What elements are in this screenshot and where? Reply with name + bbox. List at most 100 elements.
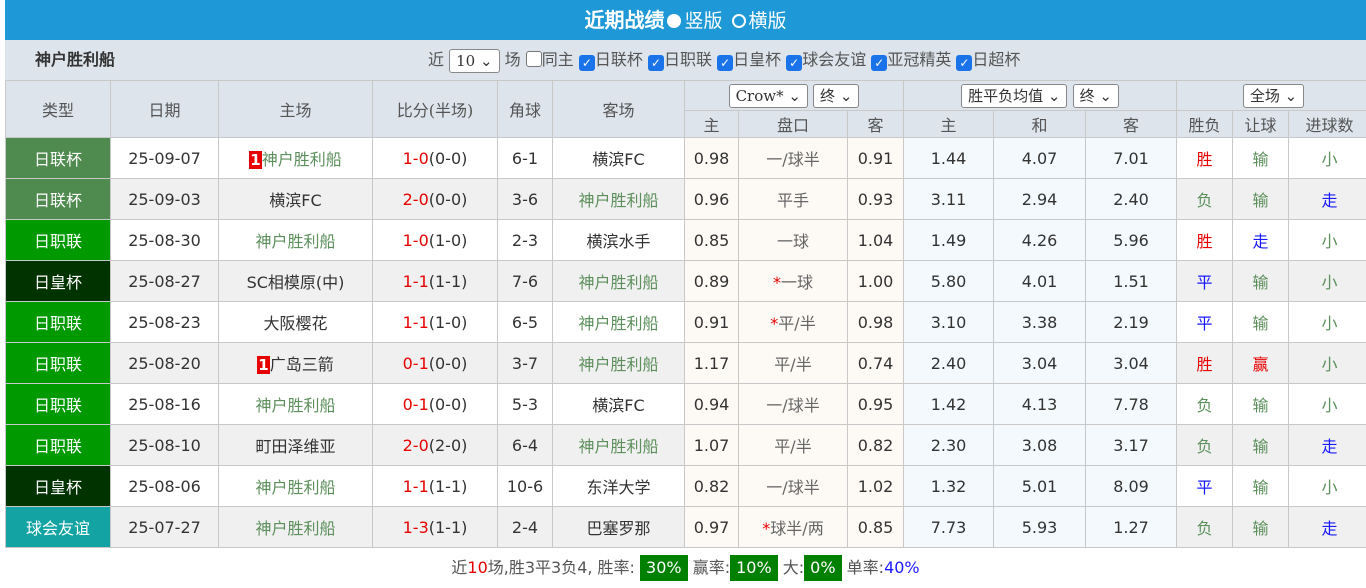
match-type: 日职联 <box>6 302 111 343</box>
away-team[interactable]: 横滨FC <box>553 384 685 425</box>
away-team[interactable]: 神户胜利船 <box>553 261 685 302</box>
filter-checkbox-0[interactable]: 同主 <box>526 50 574 69</box>
checkbox-checked-icon[interactable]: ✓ <box>871 55 887 71</box>
home-team[interactable]: 神户胜利船 <box>219 466 373 507</box>
home-team-name: 町田泽维亚 <box>255 437 335 456</box>
match-type: 日职联 <box>6 425 111 466</box>
home-team[interactable]: 町田泽维亚 <box>219 425 373 466</box>
match-score: 1-1(1-1) <box>373 466 498 507</box>
filter-checkbox-1[interactable]: ✓日联杯 <box>579 50 643 69</box>
option-horizontal[interactable]: 横版 <box>749 10 787 32</box>
home-team[interactable]: 神户胜利船 <box>219 507 373 548</box>
goals-result: 小 <box>1289 261 1366 302</box>
away-team[interactable]: 横滨水手 <box>553 220 685 261</box>
final-select-2[interactable]: 终 ⌄ <box>1073 84 1119 108</box>
away-team-name: 巴塞罗那 <box>586 519 650 538</box>
match-type: 日联杯 <box>6 179 111 220</box>
home-team[interactable]: 横滨FC <box>219 179 373 220</box>
away-team[interactable]: 神户胜利船 <box>553 302 685 343</box>
option-vertical[interactable]: 竖版 <box>684 10 722 32</box>
handicap-home-odds: 0.91 <box>685 302 739 343</box>
match-score: 0-1(0-0) <box>373 384 498 425</box>
match-table: 类型 日期 主场 比分(半场) 角球 客场 Crow* ⌄ 终 ⌄ 胜平负均值 … <box>5 80 1366 548</box>
home-team[interactable]: 大阪樱花 <box>219 302 373 343</box>
odd-rate-value: 40% <box>884 558 920 577</box>
count-select[interactable]: 10 ⌄ <box>449 49 499 73</box>
goals-result: 小 <box>1289 384 1366 425</box>
radio-vertical-icon[interactable] <box>667 14 681 28</box>
odd-rate-label: 单率: <box>847 558 884 577</box>
summary-footer: 近10场,胜3平3负4, 胜率: 30% 赢率:10% 大:0% 单率:40% <box>5 548 1366 588</box>
company-select[interactable]: Crow* ⌄ <box>729 84 808 108</box>
handicap-away-odds: 0.74 <box>848 343 904 384</box>
handicap-away-odds: 0.82 <box>848 425 904 466</box>
home-team[interactable]: 神户胜利船 <box>219 384 373 425</box>
handicap-result: 走 <box>1233 220 1289 261</box>
goals-result: 小 <box>1289 343 1366 384</box>
col-type: 类型 <box>6 81 111 138</box>
radio-horizontal-icon[interactable] <box>732 14 746 28</box>
subcol-header: 客 <box>848 111 904 138</box>
filter-checkbox-4[interactable]: ✓球会友谊 <box>786 50 866 69</box>
checkbox-empty-icon[interactable] <box>526 51 542 67</box>
full-score: 1-1 <box>403 477 429 496</box>
checkbox-checked-icon[interactable]: ✓ <box>579 55 595 71</box>
half-score: (1-1) <box>429 518 468 537</box>
odds-away: 1.27 <box>1086 507 1177 548</box>
handicap-value: 一球 <box>777 232 809 251</box>
away-team[interactable]: 东洋大学 <box>553 466 685 507</box>
home-team[interactable]: 1神户胜利船 <box>219 138 373 179</box>
handicap-result: 输 <box>1233 138 1289 179</box>
away-team[interactable]: 横滨FC <box>553 138 685 179</box>
home-team-name: 广岛三箭 <box>270 355 334 374</box>
home-team[interactable]: SC相模原(中) <box>219 261 373 302</box>
handicap-home-odds: 0.96 <box>685 179 739 220</box>
away-team[interactable]: 巴塞罗那 <box>553 507 685 548</box>
filter-checkbox-3[interactable]: ✓日皇杯 <box>717 50 781 69</box>
away-team[interactable]: 神户胜利船 <box>553 343 685 384</box>
full-score: 0-1 <box>403 354 429 373</box>
avg-select[interactable]: 胜平负均值 ⌄ <box>961 84 1067 108</box>
filter-checkbox-5[interactable]: ✓亚冠精英 <box>871 50 951 69</box>
full-score: 1-3 <box>403 518 429 537</box>
handicap-line: 平/半 <box>739 425 848 466</box>
checkbox-checked-icon[interactable]: ✓ <box>648 55 664 71</box>
period-select[interactable]: 全场 ⌄ <box>1243 84 1304 108</box>
handicap-home-odds: 0.94 <box>685 384 739 425</box>
final-select-1[interactable]: 终 ⌄ <box>813 84 859 108</box>
handicap-result: 输 <box>1233 261 1289 302</box>
goals-result: 走 <box>1289 425 1366 466</box>
checkbox-checked-icon[interactable]: ✓ <box>786 55 802 71</box>
checkbox-checked-icon[interactable]: ✓ <box>956 55 972 71</box>
away-team-name: 神户胜利船 <box>578 273 658 292</box>
away-team-name: 横滨FC <box>592 150 644 169</box>
away-team[interactable]: 神户胜利船 <box>553 425 685 466</box>
handicap-result: 输 <box>1233 302 1289 343</box>
avg-value: 胜平负均值 <box>968 87 1043 105</box>
checkbox-checked-icon[interactable]: ✓ <box>717 55 733 71</box>
away-team-name: 神户胜利船 <box>578 355 658 374</box>
goals-result: 小 <box>1289 220 1366 261</box>
goals-result: 小 <box>1289 466 1366 507</box>
chevron-down-icon: ⌄ <box>840 87 853 105</box>
col-away: 客场 <box>553 81 685 138</box>
filter-checkbox-6[interactable]: ✓日超杯 <box>956 50 1020 69</box>
home-team[interactable]: 1广岛三箭 <box>219 343 373 384</box>
home-team[interactable]: 神户胜利船 <box>219 220 373 261</box>
match-date: 25-07-27 <box>111 507 219 548</box>
company-value: Crow* <box>736 87 784 105</box>
filter-checkbox-2[interactable]: ✓日职联 <box>648 50 712 69</box>
odds-home: 5.80 <box>904 261 994 302</box>
handicap-result: 赢 <box>1233 343 1289 384</box>
away-team[interactable]: 神户胜利船 <box>553 179 685 220</box>
